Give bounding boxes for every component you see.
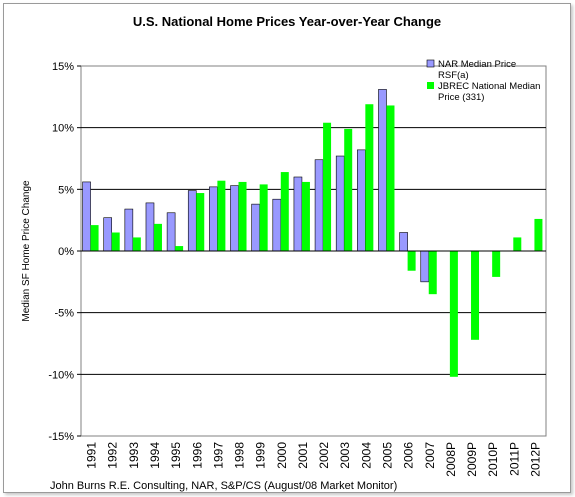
bar-nar-1997 [209,186,218,252]
x-tick-label: 2008P [444,442,458,477]
y-tick-label: -5% [54,308,74,320]
bar-nar-1995 [166,212,176,252]
bar-jbrec-2001 [301,181,310,251]
bar-jbrec-2012P [534,218,543,251]
y-tick-label: 5% [58,184,74,196]
bar-nar-1991 [82,181,91,252]
x-tick-label: 1998 [233,442,247,469]
bar-nar-2007 [420,250,430,283]
bar-jbrec-2006 [407,251,416,271]
bar-jbrec-1998 [238,181,247,251]
bar-jbrec-1997 [217,180,226,251]
y-tick-label: 10% [52,123,74,135]
legend-swatch [426,59,435,68]
legend: NAR Median Price RSF(a)JBREC National Med… [426,59,540,103]
bar-jbrec-1999 [259,184,268,251]
bar-jbrec-1995 [175,246,184,251]
chart-frame: U.S. National Home Prices Year-over-Year… [3,3,571,493]
bar-nar-1998 [230,185,239,252]
y-axis-label: Median SF Home Price Change [21,180,32,322]
x-tick-label: 2003 [338,442,352,469]
bar-jbrec-1996 [196,193,205,251]
x-tick-label: 2000 [275,442,289,469]
bar-jbrec-2011P [513,237,522,251]
bar-jbrec-2008P [449,251,458,377]
bar-jbrec-2007 [428,251,437,295]
bar-jbrec-2009P [471,251,480,340]
bar-nar-2003 [335,155,345,252]
x-tick-label: 2009P [465,442,479,477]
bar-nar-1996 [187,190,197,252]
chart-title: U.S. National Home Prices Year-over-Year… [132,14,442,29]
x-tick-label: 1993 [127,442,141,469]
bar-nar-2001 [293,176,303,252]
source-note: John Burns R.E. Consulting, NAR, S&P/CS … [50,480,398,492]
bar-jbrec-1993 [132,237,141,251]
bar-nar-2000 [272,198,282,252]
bar-nar-2004 [357,149,366,252]
bars [82,89,543,377]
bar-chart: 15%10%5%0%-5%-10%-15% 1991 1992 1993 1994 19… [21,59,547,477]
bar-jbrec-2000 [280,172,289,251]
x-tick-label: 1995 [169,442,183,469]
x-tick-label: 2002 [317,442,331,469]
bar-nar-2006 [399,232,408,252]
bar-nar-1994 [145,202,155,252]
bar-jbrec-1992 [111,232,120,251]
x-tick-label: 2006 [402,442,416,469]
bar-jbrec-2010P [492,251,501,277]
x-tick-label: 1991 [85,442,99,469]
y-tick-label: 15% [52,61,74,73]
y-axis: 15% 10% 5% 0% -5% -10% -15% [48,61,81,443]
bar-nar-1999 [251,203,260,252]
bar-jbrec-2004 [365,104,374,251]
y-tick-label: 0% [58,246,74,258]
bar-nar-1992 [103,217,113,252]
x-tick-label: 2011P [507,442,521,476]
legend-label: JBREC National Median Price (331) [438,81,540,103]
bar-jbrec-2005 [386,105,395,251]
x-tick-label: 1997 [211,442,225,469]
bar-jbrec-1991 [90,225,99,251]
legend-label: NAR Median Price RSF(a) [438,59,516,81]
bar-nar-2005 [378,89,387,252]
x-axis: 1991 1992 1993 1994 1995 1996 1997 1998 1999 2000… [81,250,546,477]
bar-jbrec-1994 [153,223,162,251]
x-tick-label: 1996 [190,442,204,469]
x-tick-label: 1999 [254,442,268,469]
x-tick-label: 1992 [106,442,120,469]
x-tick-label: 2007 [423,442,437,469]
legend-swatch [427,82,434,89]
x-tick-label: 2004 [359,442,373,469]
bar-nar-2002 [314,159,324,252]
bar-nar-1993 [124,208,134,252]
bar-jbrec-2002 [323,122,332,251]
x-tick-label: 2001 [296,442,310,469]
x-tick-label: 2005 [380,442,394,469]
x-tick-label: 1994 [148,442,162,469]
x-tick-label: 2012P [528,442,542,477]
y-tick-label: -10% [48,369,74,381]
bar-jbrec-2003 [344,128,353,251]
x-tick-label: 2010P [486,442,500,477]
y-tick-label: -15% [48,431,74,443]
